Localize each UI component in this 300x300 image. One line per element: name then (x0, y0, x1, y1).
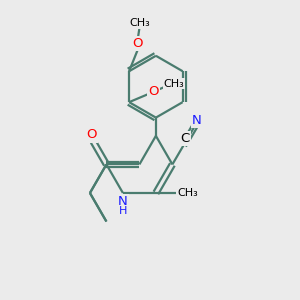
Text: N: N (192, 114, 202, 127)
Text: O: O (86, 128, 97, 142)
Text: C: C (181, 132, 190, 145)
Text: H: H (119, 206, 127, 216)
Text: CH₃: CH₃ (177, 188, 198, 198)
Text: O: O (148, 85, 158, 98)
Text: N: N (118, 195, 128, 208)
Text: CH₃: CH₃ (164, 79, 184, 88)
Text: CH₃: CH₃ (129, 18, 150, 28)
Text: O: O (133, 37, 143, 50)
